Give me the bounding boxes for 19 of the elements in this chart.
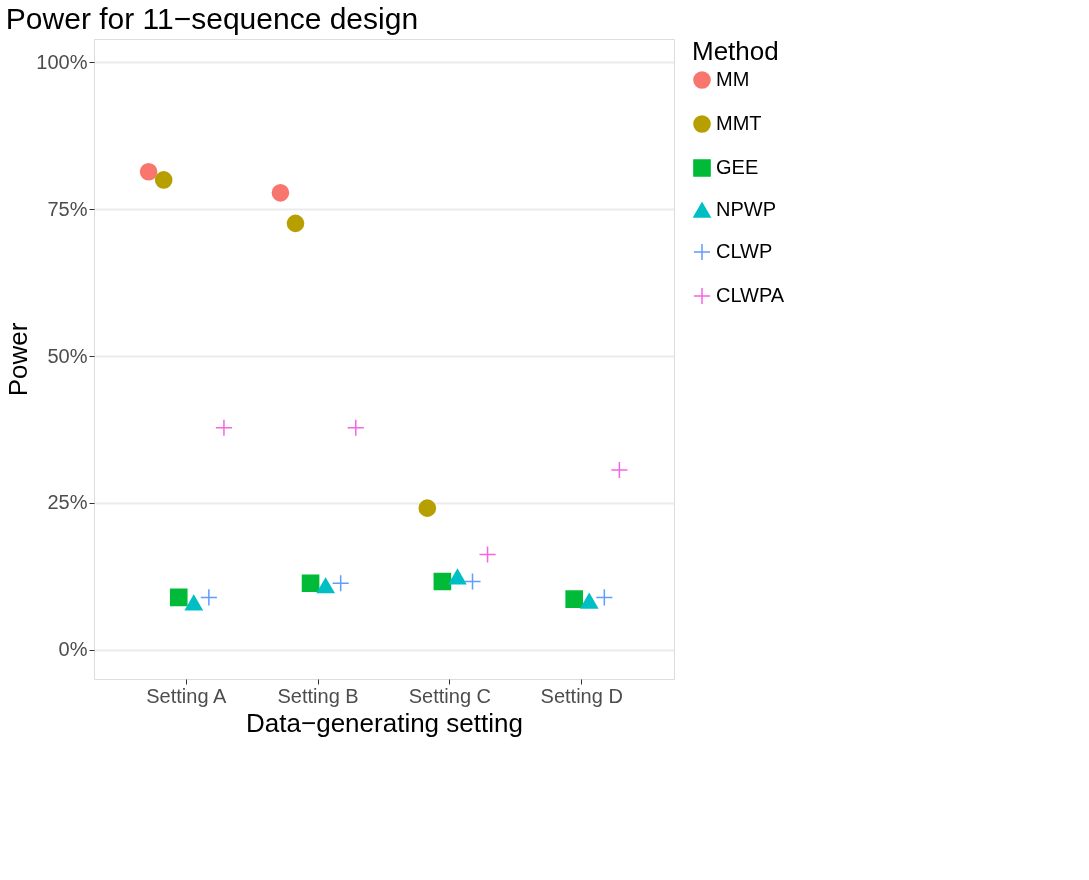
x-tick-label: Setting A: [146, 684, 227, 707]
y-tick-label: 0%: [58, 638, 88, 661]
x-tick-label: Setting B: [277, 684, 359, 707]
legend-label: MMT: [716, 112, 762, 134]
y-tick-label: 25%: [47, 491, 88, 514]
legend-label: GEE: [716, 156, 759, 178]
legend-label: CLWPA: [716, 284, 785, 306]
x-tick-label: Setting D: [540, 684, 623, 707]
legend-label: CLWP: [716, 240, 773, 262]
y-tick-label: 50%: [47, 344, 88, 367]
x-tick-label: Setting C: [408, 684, 492, 707]
y-tick-label: 75%: [47, 197, 88, 220]
y-tick-label: 100%: [36, 50, 88, 73]
legend-label: NPWP: [716, 198, 776, 220]
chart-title: Power for 11−sequence design: [5, 2, 419, 35]
y-axis-title: Power: [3, 322, 34, 397]
legend-title: Method: [692, 36, 779, 66]
legend-label: MM: [716, 68, 750, 90]
x-axis-title: Data−generating setting: [246, 707, 523, 738]
